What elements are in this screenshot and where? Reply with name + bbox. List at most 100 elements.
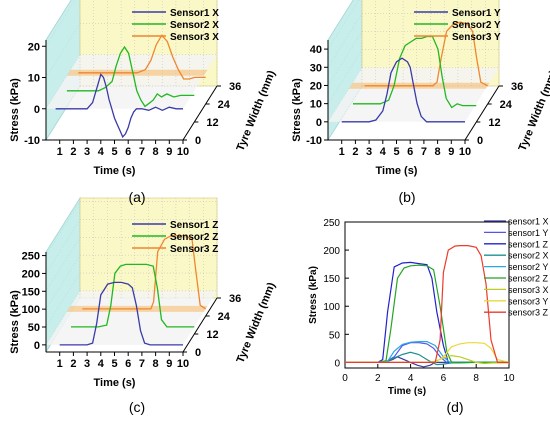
legend-label: Sensor2 Y [452,20,501,31]
legend-label: Sensor2 X [170,20,219,31]
legend-label: sensor2 X [508,251,549,261]
y-tick-label: 10 [310,99,322,111]
x-tick-label: 6 [125,146,131,158]
legend-label: Sensor3 X [170,32,219,43]
panel-caption-b: (b) [398,189,415,205]
x-tick-label: 2 [352,146,358,158]
y-tick-label: 20 [28,41,40,53]
y-tick-label: 0 [316,117,322,129]
floor-plane [46,54,217,109]
z-tick-label: 24 [218,99,231,111]
x-tick-label: 10 [459,146,471,158]
y-tick-label: 250 [323,218,340,229]
y-tick-label: 10 [28,73,40,85]
x-tick-label: 4 [408,373,414,384]
y-tick-label: -10 [306,135,322,147]
x-tick-label: 2 [70,358,76,370]
x-tick-label: 1 [339,146,345,158]
legend-label: sensor1 Y [508,228,548,238]
x-tick-label: 7 [421,146,427,158]
legend-label: Sensor3 Z [170,244,218,255]
z-tick-label: 0 [195,347,201,359]
series-line [353,35,477,109]
legend-label: Sensor3 Y [452,32,501,43]
legend-label: sensor3 Y [508,296,548,306]
series-line [71,263,195,328]
x-tick-label: 4 [98,358,105,370]
series-line [345,245,509,363]
legend-label: sensor3 Z [508,308,549,318]
legend-label: Sensor1 Z [170,220,218,231]
y-tick-label: 200 [323,246,340,257]
x-tick-label: 5 [111,358,117,370]
series-line [82,234,207,310]
legend-label: sensor1 X [508,217,549,227]
x-axis-label: Time (s) [376,165,418,177]
y-tick-label: 150 [323,274,340,285]
x-tick-label: 10 [503,373,515,384]
z-axis-line [182,297,218,353]
y-tick-label: 50 [329,330,341,341]
y-tick-label: -10 [24,135,40,147]
x-tick-label: 10 [177,146,189,158]
legend-label: sensor2 Z [508,274,549,284]
x-tick-label: 3 [84,146,90,158]
z-axis-line [464,85,500,141]
x-tick-label: 0 [342,373,348,384]
panel-caption-d: (d) [446,399,463,415]
x-tick-label: 3 [84,358,90,370]
x-tick-label: 5 [393,146,399,158]
z-tick-label: 36 [511,81,523,93]
legend-label: sensor2 Y [508,262,548,272]
x-tick-label: 9 [166,358,172,370]
x-tick-label: 5 [111,146,117,158]
x-tick-label: 2 [375,373,381,384]
z-tick-label: 0 [477,135,483,147]
y-axis-label: Stress (kPa) [9,78,21,142]
floor-plane [46,290,217,345]
panel-d: 0 50 100 150 200 250 0 2 4 6 8 10 Stress (kPa) Time (… [308,217,549,398]
y-axis-label: Stress (kPa) [9,290,21,354]
x-tick-label: 8 [435,146,441,158]
x-tick-label: 6 [125,358,131,370]
plot-frame [344,221,510,369]
x-axis-label: Time (s) [94,165,136,177]
series-line [341,57,465,123]
floor-plane [328,67,499,122]
x-tick-label: 1 [57,146,63,158]
legend-label: Sensor1 X [170,8,219,19]
y-tick-label: 250 [22,251,40,263]
x-tick-label: 8 [473,373,479,384]
x-axis-label: Time (s) [94,377,136,389]
y-tick-label: 50 [28,322,40,334]
x-tick-label: 7 [139,358,145,370]
x-tick-label: 8 [153,146,159,158]
z-tick-label: 12 [206,329,218,341]
z-axis-line [182,85,218,141]
x-axis-label: Time (s) [388,386,426,397]
x-tick-label: 3 [366,146,372,158]
z-tick-label: 0 [195,135,201,147]
x-tick-label: 4 [98,146,105,158]
y-tick-label: 200 [22,268,40,280]
y-tick-label: 20 [310,80,322,92]
x-tick-label: 9 [166,146,172,158]
x-tick-label: 9 [448,146,454,158]
y-axis-label: Stress (kPa) [291,78,303,142]
y-tick-label: 150 [22,286,40,298]
series-line [66,45,195,108]
z-tick-label: 36 [229,81,241,93]
legend-label: Sensor1 Y [452,8,501,19]
y-tick-label: 40 [310,44,322,56]
x-tick-label: 6 [441,373,447,384]
y-tick-label: 0 [34,340,40,352]
x-tick-label: 2 [70,146,76,158]
z-tick-label: 24 [500,99,513,111]
panel-caption-c: (c) [129,399,145,415]
x-tick-label: 10 [177,358,189,370]
y-tick-label: 100 [323,302,340,313]
